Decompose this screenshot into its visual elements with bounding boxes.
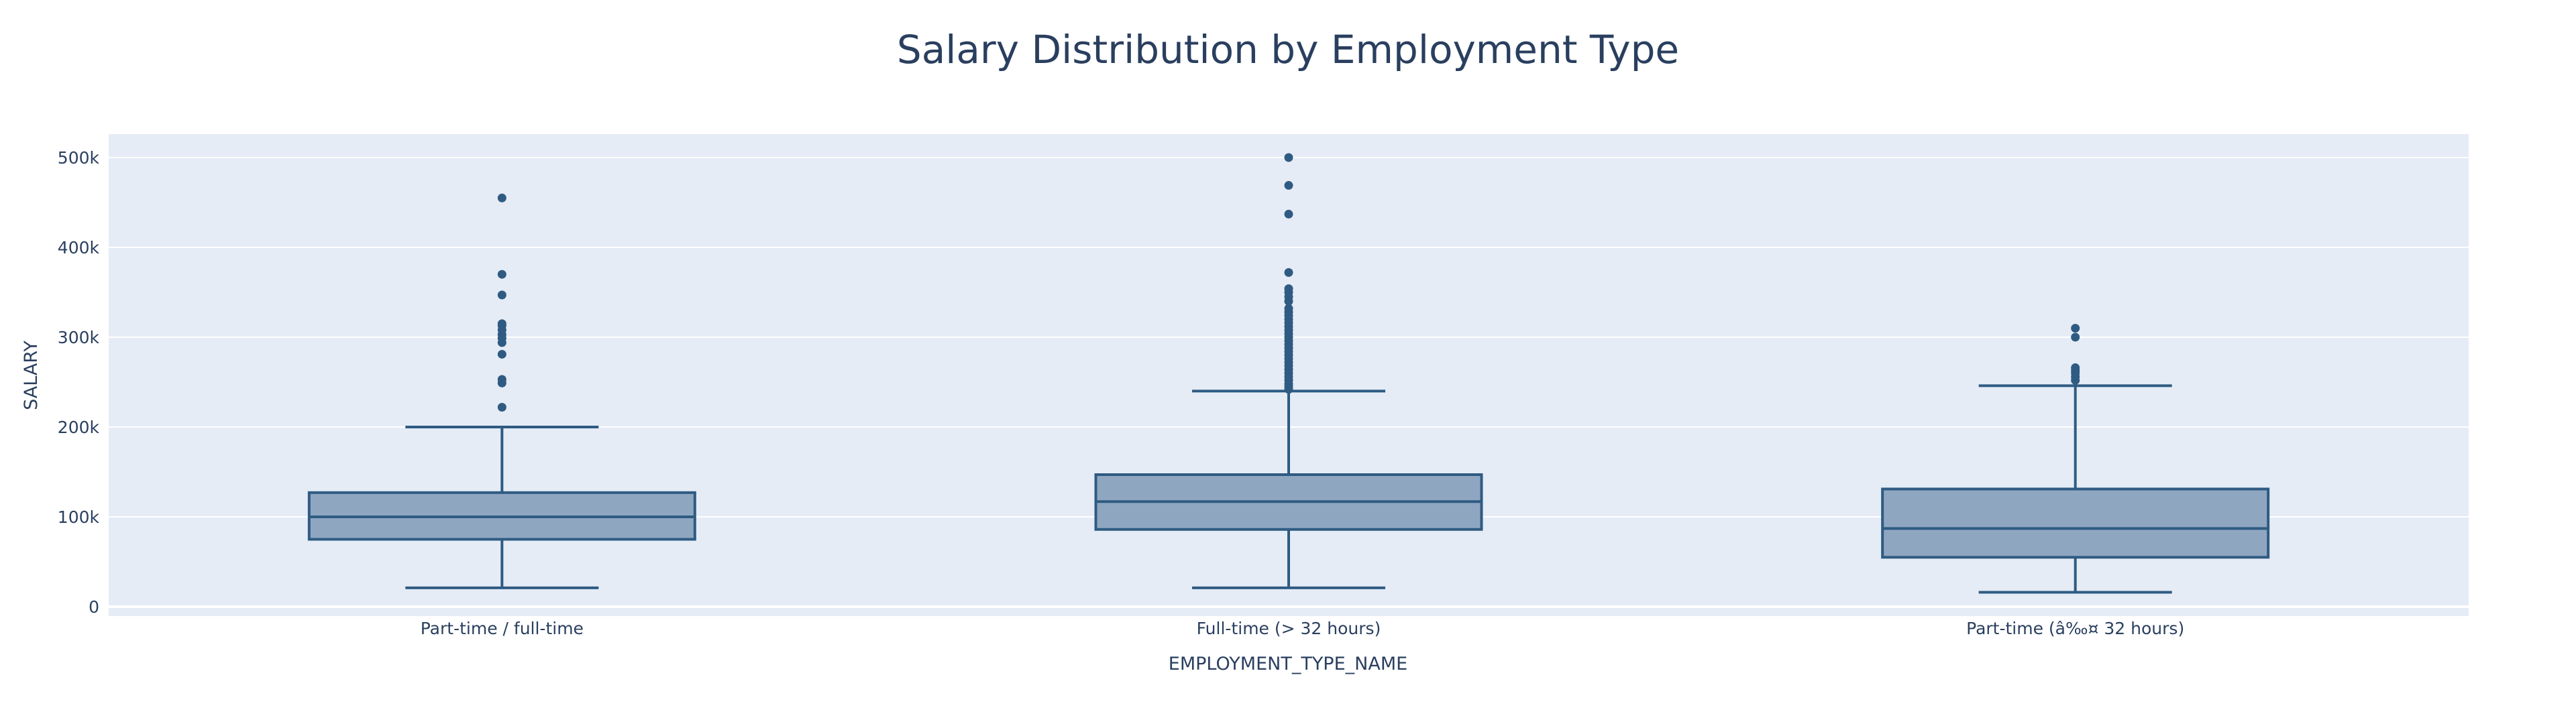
outlier-point (497, 269, 506, 279)
y-tick-label: 0 (89, 597, 99, 617)
y-tick-labels: 0 100k 200k 300k 400k 500k (58, 148, 100, 617)
box-plots (307, 153, 2270, 594)
outlier-point (2071, 324, 2080, 333)
outlier-point (1284, 284, 1293, 294)
y-tick-label: 500k (58, 148, 100, 168)
x-tick-label: Full-time (> 32 hours) (1197, 619, 1381, 638)
x-tick-label: Part-time (â‰¤ 32 hours) (1966, 619, 2184, 638)
y-tick-label: 400k (58, 238, 100, 257)
outlier-point (1284, 304, 1293, 313)
y-tick-label: 300k (58, 328, 100, 347)
outlier-point (497, 375, 506, 384)
outlier-point (497, 319, 506, 328)
box-group (1881, 324, 2270, 594)
x-tick-labels: Part-time / full-time Full-time (> 32 hou… (421, 619, 2184, 638)
outlier-point (1284, 268, 1293, 278)
outlier-point (497, 193, 506, 202)
outlier-point (1284, 181, 1293, 190)
outlier-point (1284, 209, 1293, 219)
outlier-point (2071, 333, 2080, 342)
outlier-point (497, 403, 506, 412)
box-group (307, 193, 696, 589)
chart-title: Salary Distribution by Employment Type (897, 27, 1679, 72)
y-axis-title: SALARY (21, 341, 42, 410)
outlier-point (497, 290, 506, 300)
box-group (1094, 153, 1483, 589)
iqr-box (1881, 487, 2270, 559)
x-axis-title: EMPLOYMENT_TYPE_NAME (1169, 654, 1407, 674)
outlier-point (1284, 153, 1293, 162)
x-tick-label: Part-time / full-time (421, 619, 584, 638)
y-tick-label: 200k (58, 418, 100, 437)
y-tick-label: 100k (58, 507, 100, 527)
outlier-point (497, 349, 506, 359)
outlier-point (2071, 363, 2080, 373)
